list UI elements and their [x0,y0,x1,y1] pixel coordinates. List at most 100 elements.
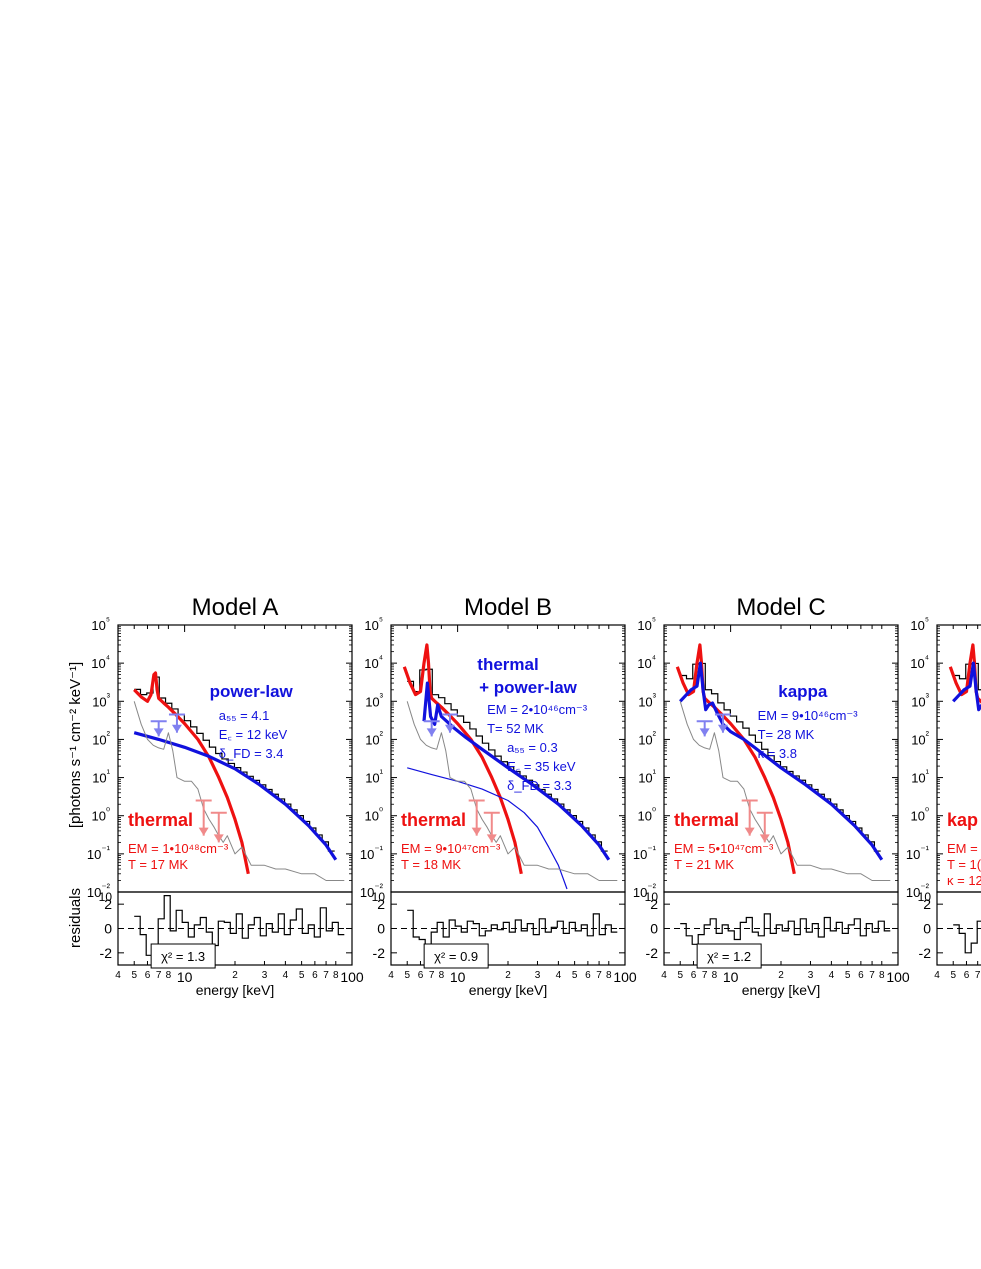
model-param: E꜀ = 12 keV [219,727,288,742]
resid-group [407,909,618,948]
resid-overlap-label: 10 [372,890,386,904]
resid-tick-label: 0 [377,921,385,937]
y-tick-label: 10⁻¹ [906,845,930,862]
resid-frame [936,891,981,966]
model-param: κ = 3.8 [758,746,797,761]
model-param: E꜀ = 35 keV [507,759,576,774]
resid-tick-label: -2 [100,945,113,961]
upper-limit-head [471,827,482,836]
y-tick-label: 10⁴ [637,654,656,671]
x-tick-label: 10 [723,969,739,985]
resid-group [680,913,891,945]
y-tick-label: 10² [911,730,929,747]
y-tick-label: 10³ [911,692,929,709]
resid-overlap-label: 10 [645,890,659,904]
x-tick-label: 4 [283,970,289,981]
series-line-nonthermal [952,661,981,712]
x-tick-label: 10 [450,969,466,985]
x-tick-label: 6 [145,970,151,981]
panel-title: Model C [736,594,825,621]
x-tick-label: 5 [845,970,851,981]
upper-limit-head [426,728,437,737]
upper-limit-head [444,724,455,733]
thermal-em: EM = [947,841,978,856]
y-tick-label: 10³ [638,692,656,709]
series-line-background [133,701,345,881]
main-frame [936,624,981,893]
x-tick-label: 3 [262,970,268,981]
chi2-box [423,943,489,969]
x-tick-label: 100 [340,969,364,985]
panel-4: 10⁻² 10⁻¹ 10⁰ 10¹ 10² 10³ 10⁴ 10⁵ 4 5 6 7 2 0 -2 10 kap E… [906,616,981,981]
resid-overlap-label: 10 [99,890,113,904]
x-tick-label: 3 [808,970,814,981]
data-histogram [407,668,608,852]
x-tick-label: 2 [778,970,784,981]
y-tick-label: 10⁻¹ [87,845,111,862]
model-label: kappa [778,682,828,701]
x-tick-label: 3 [535,970,541,981]
y-tick-label: 10⁵ [910,616,929,633]
chi2-box [150,943,216,969]
y-tick-label: 10⁰ [92,807,110,824]
x-tick-label: 6 [858,970,864,981]
y-tick-label: 10⁴ [910,654,929,671]
x-tick-label: 7 [323,970,329,981]
resid-tick-label: -2 [646,945,659,961]
resid-overlap-label: 10 [918,890,932,904]
x-tick-label: 8 [439,970,445,981]
data-histogram-group [133,671,345,881]
y-tick-label: 10⁴ [91,654,110,671]
upper-limit-head [153,728,164,737]
model-param: δ_FD = 3.3 [507,778,572,793]
x-tick-label: 100 [886,969,910,985]
x-tick-label: 8 [333,970,339,981]
y-tick-label: 10² [92,730,110,747]
model-param: T= 28 MK [758,727,815,742]
chi2-label: χ² = 1.3 [161,949,205,964]
thermal-label: kap [947,810,978,830]
model-param: a₅₅ = 0.3 [507,740,558,755]
resid-tick-label: -2 [373,945,386,961]
x-tick-label: 5 [404,970,410,981]
y-tick-label: 10² [365,730,383,747]
y-tick-label: 10⁵ [91,616,110,633]
series-line-nonthermal [407,767,568,890]
panel-title: Model A [192,594,279,621]
x-tick-label: 8 [712,970,718,981]
resid-frame [117,891,353,966]
resid-tick-label: 2 [650,896,658,912]
residual-steps [407,909,618,948]
resid-tick-label: 0 [104,921,112,937]
residual-steps [680,913,891,945]
upper-limit-head [744,827,755,836]
x-tick-label: 7 [702,970,708,981]
x-tick-label: 4 [661,970,667,981]
x-tick-label: 6 [691,970,697,981]
model-label: thermal [477,655,538,674]
x-axis-label: energy [keV] [196,982,275,998]
y-tick-label: 10⁴ [364,654,383,671]
x-tick-label: 7 [156,970,162,981]
chi2-label: χ² = 1.2 [707,949,751,964]
x-tick-label: 8 [606,970,612,981]
model-param: EM = 9•10⁴⁶cm⁻³ [758,708,859,723]
y-tick-label: 10¹ [92,769,110,786]
y-axis-label-main: [photons s⁻¹ cm⁻² keV⁻¹] [67,662,84,828]
y-tick-label: 10⁻² [906,883,930,900]
y-tick-label: 10⁻² [360,883,384,900]
y-tick-label: 10⁰ [911,807,929,824]
thermal-em: EM = 5•10⁴⁷cm⁻³ [674,841,774,856]
x-tick-label: 2 [505,970,511,981]
chi2-box [696,943,762,969]
model-param: a₅₅ = 4.1 [219,708,270,723]
upper-limit-head [213,834,224,843]
upper-limit-head [198,827,209,836]
series-line-background [679,701,891,881]
x-tick-label: 5 [299,970,305,981]
y-tick-label: 10⁵ [637,616,656,633]
data-histogram-group [948,643,981,712]
x-tick-label: 4 [556,970,562,981]
